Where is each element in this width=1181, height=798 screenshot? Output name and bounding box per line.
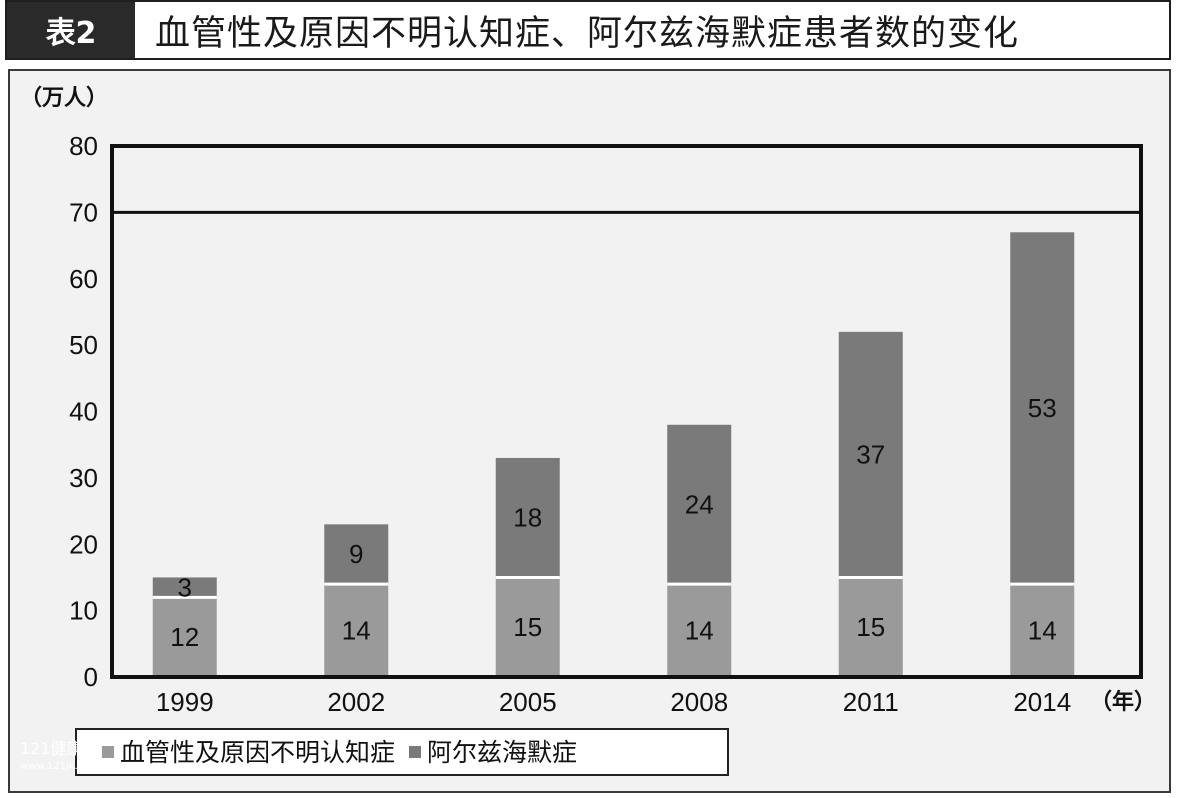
data-label: 12 [170,622,199,652]
data-label: 15 [513,612,542,642]
bar-vascular [1010,584,1075,677]
bar-alzheimer [838,331,903,578]
x-tick-label: 2005 [499,687,557,717]
table-number-badge: 表2 [7,2,135,58]
data-label: 37 [856,440,885,470]
data-label: 15 [856,612,885,642]
y-tick-label: 30 [69,463,98,493]
plot-frame [110,144,1143,679]
data-label: 18 [513,503,542,533]
legend-swatch-vascular [102,746,114,758]
bar-vascular [838,577,903,677]
legend-label: 血管性及原因不明认知症 [120,738,395,767]
y-tick-label: 80 [69,131,98,161]
legend-box [75,728,729,776]
chart-title: 血管性及原因不明认知症、阿尔兹海默症患者数的变化 [155,13,1020,54]
legend-label: 阿尔兹海默症 [427,738,577,767]
x-tick-label: 2014 [1013,687,1071,717]
chart-panel: （万人） 0 10 20 30 40 50 60 70 80 12 3 1999 14 9 2002 15 18 2… [8,69,1171,793]
bar-vascular [667,584,732,677]
plot-area [112,146,1141,677]
bar-alzheimer [667,424,732,585]
x-unit-label: （年） [1090,689,1156,715]
data-label: 3 [178,572,192,602]
data-label: 14 [685,616,714,646]
watermark: 121健康网 www.121jk.cn [20,740,99,776]
data-label: 14 [1028,616,1057,646]
y-tick-label: 10 [69,596,98,626]
bar-alzheimer [495,457,560,578]
x-tick-label: 2011 [843,687,899,717]
bar-alzheimer [1010,232,1075,585]
bar-vascular [324,584,389,677]
stacked-bar-chart: （万人） 0 10 20 30 40 50 60 70 80 12 3 1999 14 9 2002 15 18 2… [20,86,1156,776]
y-tick-label: 70 [69,197,98,227]
data-label: 53 [1028,393,1057,423]
data-label: 14 [342,616,371,646]
y-tick-label: 20 [69,529,98,559]
x-tick-label: 2008 [670,687,728,717]
watermark-name: 121健康网 [20,739,99,758]
bar-vascular [152,597,217,677]
x-tick-label: 2002 [327,687,385,717]
y-tick-label: 0 [84,662,98,692]
y-tick-label: 50 [69,330,98,360]
bar-vascular [495,577,560,677]
legend-swatch-alzheimer [409,746,421,758]
data-label: 24 [685,489,714,519]
y-tick-label: 40 [69,397,98,427]
watermark-url: www.121jk.cn [20,761,90,772]
title-bar: 表2 血管性及原因不明认知症、阿尔兹海默症患者数的变化 [5,0,1171,60]
bar-alzheimer [152,577,217,598]
data-label: 9 [349,539,363,569]
bar-alzheimer [324,524,389,585]
y-tick-label: 60 [69,264,98,294]
x-tick-label: 1999 [156,687,214,717]
y-unit-label: （万人） [20,86,108,111]
